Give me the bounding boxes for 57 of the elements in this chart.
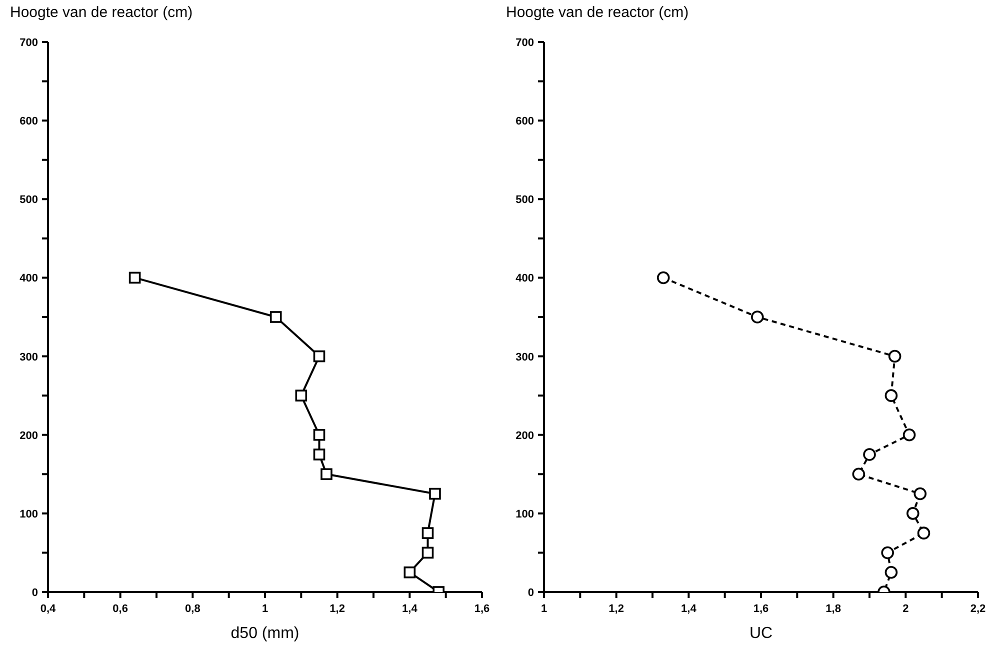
point [884,566,898,579]
point [852,468,866,481]
y-tick-label: 200 [20,430,38,442]
y-tick-label: 600 [516,116,534,128]
x-tick-label: 0,8 [185,603,200,615]
x-tick-label: 1,8 [826,603,841,615]
point [313,350,326,362]
x-tick-label: 0,4 [40,603,57,615]
x-tick-label: 0,6 [112,603,128,615]
y-tick-label: 300 [516,351,534,364]
x-tick-label: 1,4 [681,603,698,615]
x-tick-label: 1 [540,603,548,615]
x-axis-title: d50 (mm) [230,625,300,642]
point [404,566,416,578]
point [313,428,326,441]
point [295,390,308,402]
point [888,350,902,363]
point [270,311,282,323]
point [902,428,916,442]
x-tick-label: 2,2 [970,603,986,615]
point [429,488,441,500]
y-tick-label: 700 [516,37,534,49]
y-tick-label: 100 [20,508,38,520]
x-tick-label: 1,2 [330,603,345,615]
y-tick-label: 500 [516,194,534,206]
point [884,389,898,402]
point [313,448,326,460]
point [914,487,927,500]
point [750,310,764,324]
y-tick-label: 400 [516,272,534,285]
y-tick-label: 200 [516,430,534,442]
y-tick-label: 0 [32,587,38,599]
y-tick-label: 700 [20,37,38,49]
point [422,546,434,559]
y-tick-label: 400 [20,272,38,285]
y-tick-label: 100 [516,508,534,520]
point [863,448,876,461]
y-tick-label: 500 [20,194,38,206]
point [881,546,894,560]
x-tick-label: 1,2 [608,603,624,615]
x-tick-label: 1,6 [474,603,490,615]
x-tick-label: 1 [262,603,268,615]
y-tick-label: 600 [20,116,38,128]
point [656,271,670,284]
point [128,272,141,284]
x-tick-label: 1,4 [402,603,418,615]
y-tick-label: 300 [20,351,38,364]
point [422,527,434,539]
x-tick-label: 1,6 [753,603,769,615]
x-tick-label: 2 [902,603,909,615]
y-tick-label: 0 [528,587,534,599]
point [906,507,920,520]
point [917,526,930,540]
y-axis-title: Hoogte van de reactor (cm) [506,4,689,21]
point [320,468,332,480]
y-axis-title: Hoogte van de reactor (cm) [10,4,193,21]
x-axis-title: UC [749,625,773,642]
